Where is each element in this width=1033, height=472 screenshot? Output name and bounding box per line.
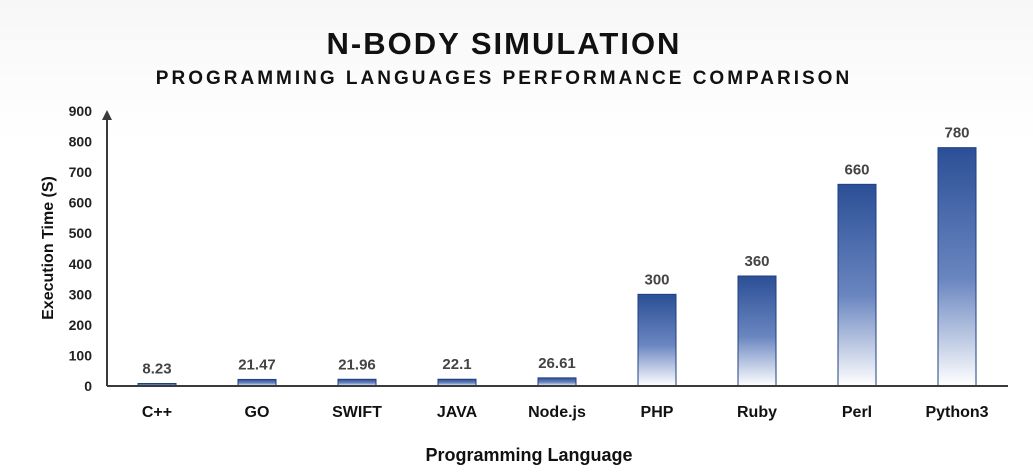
bar-swift — [337, 378, 377, 387]
category-label: C++ — [142, 404, 172, 421]
y-axis-title: Execution Time (S) — [40, 176, 57, 320]
y-tick-label: 700 — [69, 164, 93, 180]
category-label: GO — [245, 404, 270, 421]
data-label: 21.96 — [338, 356, 376, 373]
y-tick-label: 500 — [69, 225, 93, 241]
bar-ruby — [737, 275, 777, 387]
chart-title: N-BODY SIMULATION — [326, 26, 682, 61]
bar-java — [437, 378, 477, 387]
y-tick-label: 800 — [69, 134, 93, 150]
y-tick-label: 0 — [84, 378, 92, 394]
category-label: JAVA — [437, 404, 478, 421]
data-label: 26.61 — [538, 355, 576, 372]
data-label: 21.47 — [238, 356, 276, 373]
data-label: 780 — [944, 125, 969, 142]
x-axis-title: Programming Language — [425, 445, 632, 465]
bar-perl — [837, 183, 877, 387]
data-label: 300 — [644, 271, 669, 288]
y-tick-label: 100 — [69, 347, 93, 363]
y-axis-ticks: 0 100 200 300 400 500 600 700 800 900 — [69, 103, 93, 394]
y-tick-label: 900 — [69, 103, 93, 119]
category-label: Python3 — [925, 404, 988, 421]
x-axis-category-labels: C++ GO SWIFT JAVA Node.js PHP Ruby Perl Python3 — [142, 404, 989, 421]
data-label: 360 — [744, 253, 769, 270]
bar-python3 — [937, 147, 977, 387]
chart-subtitle: PROGRAMMING LANGUAGES PERFORMANCE COMPAR… — [155, 68, 853, 89]
y-axis-arrow — [102, 110, 112, 120]
category-label: Node.js — [528, 404, 586, 421]
category-label: SWIFT — [332, 404, 382, 421]
data-label: 660 — [844, 161, 869, 178]
data-label: 22.1 — [442, 356, 471, 373]
y-tick-label: 200 — [69, 317, 93, 333]
category-label: Ruby — [737, 404, 777, 421]
axes — [102, 110, 1008, 387]
y-tick-label: 400 — [69, 256, 93, 272]
y-tick-label: 300 — [69, 286, 93, 302]
data-label: 8.23 — [142, 360, 171, 377]
bars — [137, 147, 977, 387]
category-label: PHP — [641, 404, 674, 421]
data-labels: 8.23 21.47 21.96 22.1 26.61 300 360 660 780 — [142, 125, 969, 378]
bar-node-js — [537, 377, 577, 387]
category-label: Perl — [842, 404, 872, 421]
y-tick-label: 600 — [69, 195, 93, 211]
bar-php — [637, 293, 677, 387]
